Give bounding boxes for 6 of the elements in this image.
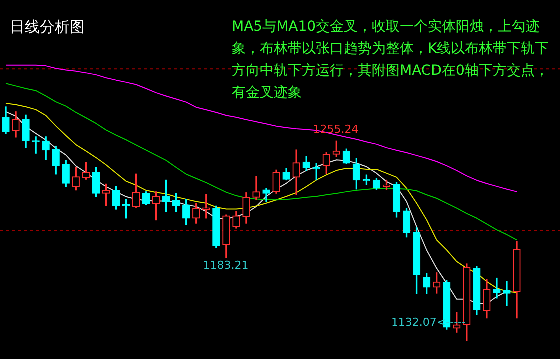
candlestick <box>32 136 40 154</box>
annotation: 1255.24 <box>312 123 360 136</box>
annotation: 1183.21 <box>202 259 250 272</box>
candlestick <box>503 281 511 306</box>
candlestick <box>493 278 501 299</box>
chart-title: 日线分析图 <box>10 18 85 37</box>
